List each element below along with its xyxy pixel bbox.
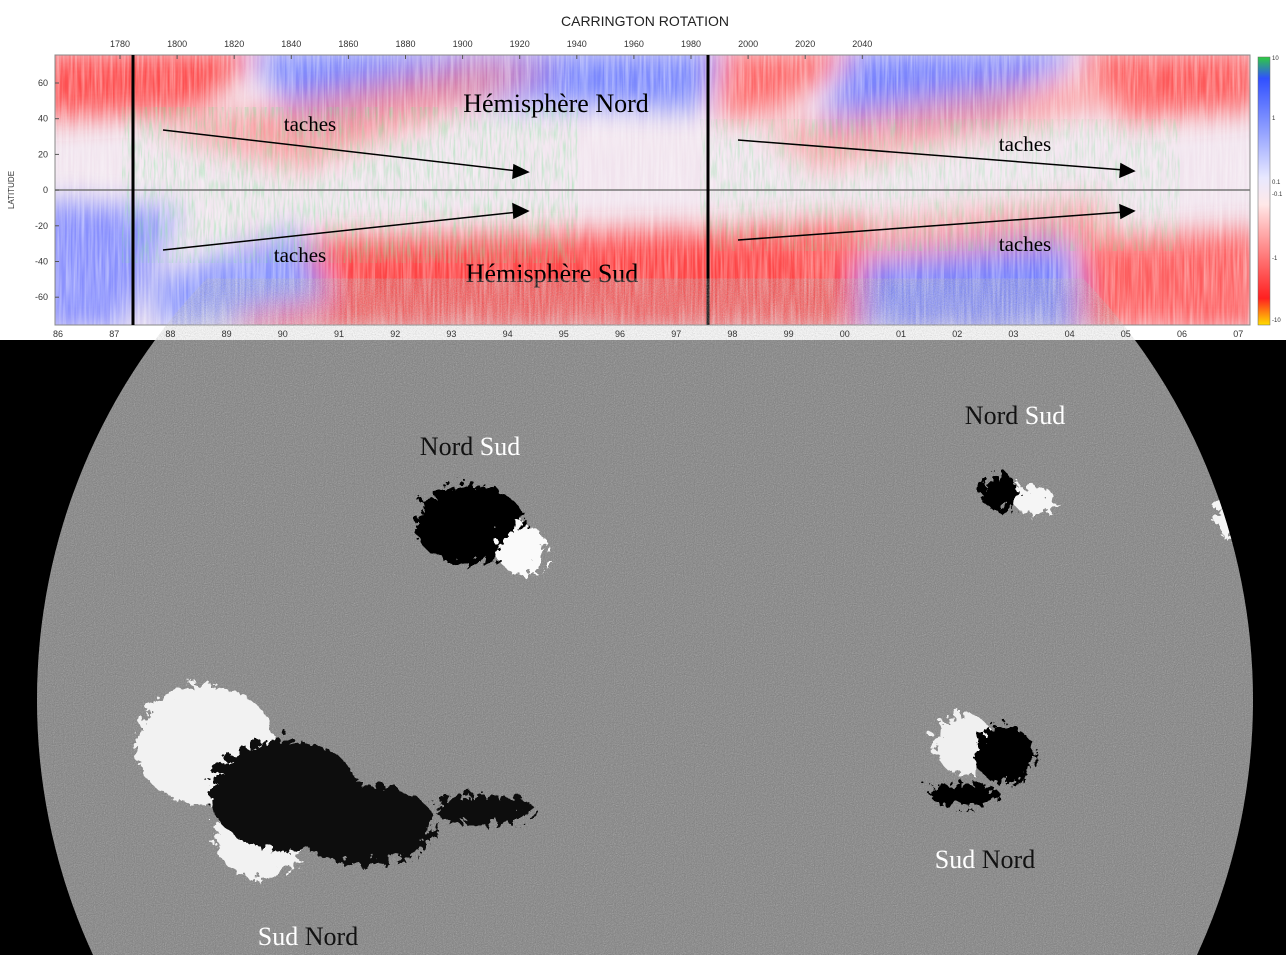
year-label: 00: [840, 329, 850, 339]
colorbar-label: 0.1: [1272, 180, 1281, 186]
year-label: 90: [278, 329, 288, 339]
year-label: 88: [165, 329, 175, 339]
latitude-label: 0: [43, 185, 48, 195]
colorbar-label: -10: [1272, 318, 1281, 324]
latitude-label: -20: [35, 221, 48, 231]
year-label: 95: [559, 329, 569, 339]
rotation-label: 2040: [852, 39, 872, 49]
axis-title: LATITUDE: [7, 171, 16, 209]
colorbar-label: -1: [1272, 256, 1278, 262]
polarity: Sud: [258, 922, 298, 951]
polarity: Nord: [982, 845, 1035, 874]
year-label: 06: [1177, 329, 1187, 339]
year-label: 89: [222, 329, 232, 339]
rotation-label: 2020: [795, 39, 815, 49]
year-label: 92: [390, 329, 400, 339]
polarity: Nord: [965, 401, 1018, 430]
latitude-label: 20: [38, 149, 48, 159]
year-label: 96: [615, 329, 625, 339]
title: CARRINGTON ROTATION: [561, 13, 729, 29]
year-label: 86: [53, 329, 63, 339]
year-label: 87: [109, 329, 119, 339]
rotation-label: 1960: [624, 39, 644, 49]
polarity: Sud: [935, 845, 975, 874]
colorbar-label: 1: [1272, 116, 1276, 122]
polarity-label: Sud Nord: [935, 845, 1035, 874]
year-label: 07: [1233, 329, 1243, 339]
polarity: Nord: [305, 922, 358, 951]
colorbar-label: 10: [1272, 56, 1279, 62]
year-label: 91: [334, 329, 344, 339]
latitude-label: -60: [35, 292, 48, 302]
polarity-label: Nord Sud: [420, 432, 520, 461]
polarity: Nord: [420, 432, 473, 461]
annotation: taches: [284, 112, 336, 136]
latitude-label: 60: [38, 78, 48, 88]
rotation-label: 2000: [738, 39, 758, 49]
polarity: Sud: [480, 432, 520, 461]
colorbar-label: -0.1: [1272, 192, 1283, 198]
rotation-label: 1880: [395, 39, 415, 49]
annotation: Hémisphère Sud: [466, 259, 639, 288]
year-label: 99: [784, 329, 794, 339]
rotation-label: 1860: [338, 39, 358, 49]
rotation-label: 1900: [453, 39, 473, 49]
rotation-label: 1780: [110, 39, 130, 49]
rotation-label: 1800: [167, 39, 187, 49]
year-label: 94: [503, 329, 513, 339]
polarity-label: Sud Nord: [258, 922, 358, 951]
rotation-label: 1820: [224, 39, 244, 49]
annotation: Hémisphère Nord: [463, 89, 649, 118]
year-label: 97: [671, 329, 681, 339]
polarity: Sud: [1025, 401, 1065, 430]
rotation-label: 1980: [681, 39, 701, 49]
year-label: 03: [1008, 329, 1018, 339]
year-label: 98: [727, 329, 737, 339]
year-label: 93: [446, 329, 456, 339]
latitude-label: -40: [35, 257, 48, 267]
latitude-label: 40: [38, 114, 48, 124]
magnetogram: [37, 340, 1253, 955]
polarity-label: Nord Sud: [965, 401, 1065, 430]
rotation-label: 1840: [281, 39, 301, 49]
year-label: 01: [896, 329, 906, 339]
colorbar: [1257, 56, 1271, 326]
rotation-label: 1920: [510, 39, 530, 49]
annotation: taches: [999, 132, 1051, 156]
annotation: taches: [274, 243, 326, 267]
year-label: 02: [952, 329, 962, 339]
rotation-label: 1940: [567, 39, 587, 49]
year-label: 04: [1065, 329, 1075, 339]
arrows: [162, 129, 1136, 251]
annotation: taches: [999, 232, 1051, 256]
year-label: 05: [1121, 329, 1131, 339]
